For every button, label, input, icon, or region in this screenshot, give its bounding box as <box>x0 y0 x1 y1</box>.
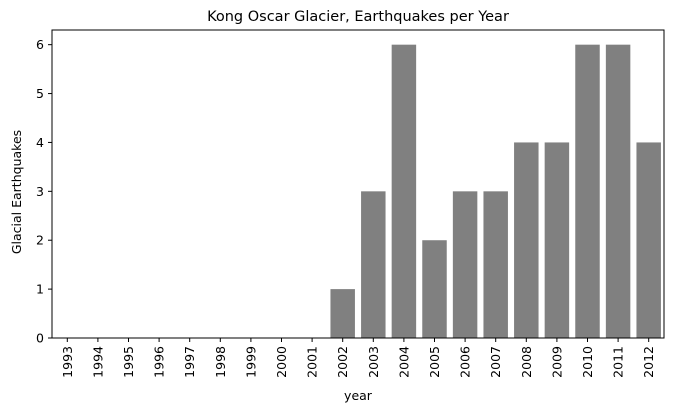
x-tick-label: 1999 <box>243 346 258 378</box>
bar-2004 <box>391 44 417 339</box>
bars-layer <box>330 44 661 339</box>
y-tick-label: 5 <box>36 86 44 101</box>
x-tick-label: 2003 <box>366 346 381 378</box>
bar-2006 <box>452 191 478 338</box>
y-tick-label: 3 <box>36 184 44 199</box>
x-ticks-layer: 1993 1994 1995 1996 1997 1998 1999 2000 2001 2002… <box>60 338 656 378</box>
x-tick-label: 2000 <box>274 346 289 378</box>
x-tick-label: 2006 <box>458 346 473 378</box>
bar-2011 <box>605 44 631 339</box>
x-tick-label: 2008 <box>519 346 534 378</box>
x-tick-label: 1994 <box>90 346 105 378</box>
bar-2010 <box>575 44 600 339</box>
y-ticks-layer: 0 1 2 3 4 5 6 <box>36 37 52 346</box>
y-axis-label: Glacial Earthquakes <box>9 130 24 254</box>
x-tick-label: 1995 <box>121 346 136 378</box>
x-tick-label: 2004 <box>396 346 411 378</box>
y-tick-label: 1 <box>36 282 44 297</box>
chart-title: Kong Oscar Glacier, Earthquakes per Year <box>207 9 509 25</box>
x-tick-label: 2007 <box>488 346 503 378</box>
y-tick-label: 6 <box>36 37 44 52</box>
x-tick-label: 2005 <box>427 346 442 378</box>
x-tick-label: 2012 <box>641 346 656 378</box>
x-tick-label: 2009 <box>549 346 564 378</box>
x-tick-label: 2011 <box>611 346 626 378</box>
x-tick-label: 1997 <box>182 346 197 378</box>
bar-2009 <box>544 142 570 338</box>
plot-frame <box>51 29 665 339</box>
y-tick-label: 0 <box>36 331 44 346</box>
x-tick-label: 1998 <box>213 346 228 378</box>
x-tick-label: 2010 <box>580 346 595 378</box>
bar-2012 <box>636 142 661 338</box>
bar-2003 <box>361 191 386 338</box>
x-tick-label: 2002 <box>335 346 350 378</box>
y-tick-label: 4 <box>36 135 44 150</box>
x-tick-label: 2001 <box>305 346 320 378</box>
x-axis-label: year <box>344 388 373 403</box>
y-tick-label: 2 <box>36 233 44 248</box>
bar-2002 <box>330 289 355 338</box>
bar-2007 <box>483 191 508 338</box>
x-tick-label: 1993 <box>60 346 75 378</box>
bar-2005 <box>422 240 447 338</box>
bar-2008 <box>514 142 539 338</box>
x-tick-label: 1996 <box>152 346 167 378</box>
